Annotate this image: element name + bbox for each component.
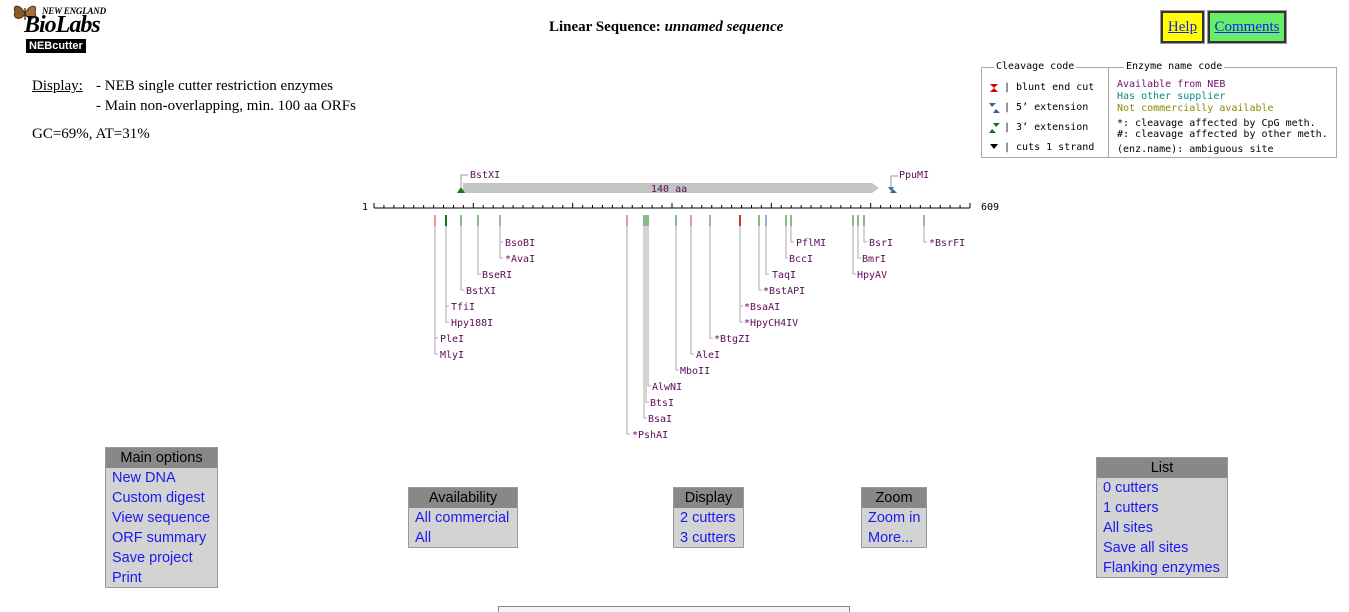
display-label: Display:: [32, 78, 83, 94]
main-options-header: Main options: [106, 448, 217, 468]
menu-custom-digest[interactable]: Custom digest: [112, 490, 205, 506]
menu-save-all-sites[interactable]: Save all sites: [1103, 540, 1189, 556]
legend-cpg: *: cleavage affected by CpG meth.: [1117, 118, 1316, 129]
availability-header: Availability: [409, 488, 517, 508]
legend-ambiguous: (enz.name): ambiguous site: [1117, 144, 1274, 155]
enzyme-label: BstXI: [466, 286, 496, 297]
legend-3prime: | 3’ extension: [1004, 122, 1089, 133]
menu-all-commercial[interactable]: All commercial: [415, 510, 510, 526]
enzyme-label: TaqI: [772, 270, 796, 281]
page-title: Linear Sequence: unnamed sequence: [549, 19, 783, 36]
title-prefix: Linear Sequence:: [549, 19, 661, 35]
zoom-menu: Zoom Zoom in More...: [861, 487, 927, 548]
top-enzyme-ppumi: PpuMI: [899, 170, 929, 181]
legend-divider: [1108, 68, 1109, 158]
top-enzyme-bstxi: BstXI: [470, 170, 500, 181]
menu-print[interactable]: Print: [112, 570, 142, 586]
menu-zoom-more[interactable]: More...: [868, 530, 914, 546]
legend-not-commercial: Not commercially available: [1117, 103, 1274, 114]
enzyme-label: BsaI: [648, 414, 672, 425]
enzyme-label: BmrI: [862, 254, 886, 265]
legend-5prime: | 5’ extension: [1004, 102, 1089, 113]
display-menu: Display 2 cutters 3 cutters: [673, 487, 744, 548]
enzyme-label: MlyI: [440, 350, 464, 361]
cut-markers: [434, 215, 925, 226]
enzyme-label: BsrI: [869, 238, 893, 249]
five-prime-icon: [989, 103, 1000, 113]
bstxi-top-marker: [457, 187, 465, 193]
logo-line1: NEW ENGLAND: [42, 6, 106, 16]
menu-all-sites[interactable]: All sites: [1103, 520, 1153, 536]
single-strand-icon: [990, 144, 998, 149]
cleavage-icons: [989, 84, 1000, 149]
orf-label: 140 aa: [651, 184, 687, 195]
enzyme-label: PleI: [440, 334, 464, 345]
menu-2-cutters[interactable]: 2 cutters: [680, 510, 736, 526]
legend-1strand: | cuts 1 strand: [1004, 142, 1095, 153]
enzyme-label: *AvaI: [505, 254, 535, 265]
enzyme-label: Hpy188I: [451, 318, 493, 329]
menu-all[interactable]: All: [415, 530, 432, 546]
ruler-start: 1: [362, 202, 368, 213]
menu-0-cutters[interactable]: 0 cutters: [1103, 480, 1159, 496]
legend-other-supplier: Has other supplier: [1117, 91, 1226, 102]
zoom-header: Zoom: [862, 488, 926, 508]
neb-logo: NEW ENGLAND BioLabs NEBcutter: [12, 2, 112, 53]
logo-line2: BioLabs: [24, 12, 101, 38]
enzyme-label: HpyAV: [857, 270, 887, 281]
enzyme-label: TfiI: [451, 302, 475, 313]
menu-orf-summary[interactable]: ORF summary: [112, 530, 207, 546]
menu-3-cutters[interactable]: 3 cutters: [680, 530, 736, 546]
enzyme-label: *PshAI: [632, 430, 668, 441]
enzyme-label: BsoBI: [505, 238, 535, 249]
ppumi-top-marker: [888, 187, 894, 191]
display-header: Display: [674, 488, 743, 508]
orf-arrow: [463, 183, 879, 193]
display-line-orfs: - Main non-overlapping, min. 100 aa ORFs: [96, 98, 356, 114]
enzyme-labels: BsoBI *AvaI BseRI BstXI TfiI Hpy188I Ple…: [440, 238, 965, 441]
enzyme-label: PflMI: [796, 238, 826, 249]
menu-new-dna[interactable]: New DNA: [112, 470, 176, 486]
list-header: List: [1097, 458, 1227, 478]
bottom-panel-edge: [498, 606, 850, 612]
legend-other-meth: #: cleavage affected by other meth.: [1117, 129, 1328, 140]
three-prime-icon: [989, 123, 1000, 133]
enzyme-label: *BsrFI: [929, 238, 965, 249]
enzyme-code-title: Enzyme name code: [1124, 61, 1225, 72]
list-menu: List 0 cutters 1 cutters All sites Save …: [1096, 457, 1228, 578]
legend-blunt: | blunt end cut: [1004, 82, 1095, 93]
legend-neb: Available from NEB: [1117, 79, 1226, 90]
comments-button[interactable]: Comments: [1207, 10, 1287, 44]
menu-view-sequence[interactable]: View sequence: [112, 510, 211, 526]
ruler-ticks: [373, 203, 971, 208]
display-line-enzymes: - NEB single cutter restriction enzymes: [96, 78, 334, 94]
blunt-cut-icon: [990, 84, 998, 92]
gc-content: GC=69%, AT=31%: [32, 126, 150, 142]
sequence-name: unnamed sequence: [664, 19, 784, 35]
main-options-menu: Main options New DNA Custom digest View …: [105, 447, 218, 588]
enzyme-label: AlwNI: [652, 382, 682, 393]
cleavage-code-title: Cleavage code: [994, 61, 1077, 72]
help-button[interactable]: Help: [1160, 10, 1205, 44]
enzyme-label: BtsI: [650, 398, 674, 409]
logo-line3: NEBcutter: [26, 39, 86, 53]
menu-flanking-enzymes[interactable]: Flanking enzymes: [1103, 560, 1220, 576]
butterfly-icon: [13, 5, 37, 20]
enzyme-label: *HpyCH4IV: [744, 318, 798, 329]
menu-zoom-in[interactable]: Zoom in: [868, 510, 921, 526]
enzyme-label: *BstAPI: [763, 286, 805, 297]
ruler-end: 609: [981, 202, 999, 213]
menu-1-cutters[interactable]: 1 cutters: [1103, 500, 1159, 516]
availability-menu: Availability All commercial All: [408, 487, 518, 548]
enzyme-label: *BtgZI: [714, 334, 750, 345]
menu-save-project[interactable]: Save project: [112, 550, 193, 566]
leader-lines: [434, 226, 927, 435]
enzyme-label: BccI: [789, 254, 813, 265]
legend-box: Cleavage code Enzyme name code | blunt e…: [981, 61, 1337, 158]
enzyme-label: MboII: [680, 366, 710, 377]
enzyme-label: *BsaAI: [744, 302, 780, 313]
enzyme-label: AleI: [696, 350, 720, 361]
enzyme-label: BseRI: [482, 270, 512, 281]
